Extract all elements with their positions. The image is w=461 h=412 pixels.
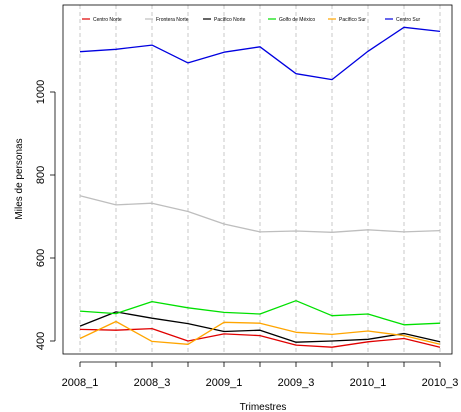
series-lines bbox=[79, 26, 441, 348]
x-tick-label: 2010_3 bbox=[422, 377, 459, 389]
series-line-centro-norte bbox=[79, 327, 441, 348]
grid-lines bbox=[79, 5, 441, 354]
series-line-frontera-norte bbox=[79, 195, 441, 233]
series-line-pac-fico-norte bbox=[79, 311, 441, 343]
legend-label: Golfo de México bbox=[279, 17, 315, 23]
legend-label: Centro Norte bbox=[93, 17, 122, 23]
legend-label: Pacífico Sur bbox=[339, 17, 366, 23]
y-tick-label: 800 bbox=[35, 166, 47, 184]
legend-label: Centro Sur bbox=[396, 17, 421, 23]
legend-label: Frontera Norte bbox=[156, 17, 189, 23]
plot-frame bbox=[62, 4, 453, 355]
series-line-golfo-de-m-xico bbox=[79, 300, 441, 326]
x-tick-label: 2009_3 bbox=[278, 377, 315, 389]
axes: 2008_1 2008_3 2009_1 2009_3 2010_1 2010_3 400 6… bbox=[35, 80, 458, 389]
x-axis-title: Trimestres bbox=[240, 402, 287, 412]
legend-label: Pacífico Norte bbox=[214, 17, 246, 23]
x-tick-label: 2010_1 bbox=[350, 377, 387, 389]
y-tick-label: 600 bbox=[35, 249, 47, 267]
series-line-pac-fico-sur bbox=[79, 320, 441, 345]
x-tick-label: 2008_1 bbox=[62, 377, 99, 389]
y-tick-label: 400 bbox=[35, 332, 47, 350]
y-axis-title: Miles de personas bbox=[14, 138, 25, 219]
series-line-centro-sur bbox=[79, 26, 441, 81]
x-tick-label: 2008_3 bbox=[134, 377, 171, 389]
x-tick-label: 2009_1 bbox=[206, 377, 243, 389]
legend: Centro Norte Frontera Norte Pacífico Norte… bbox=[82, 17, 421, 23]
y-tick-label: 1000 bbox=[35, 80, 47, 104]
